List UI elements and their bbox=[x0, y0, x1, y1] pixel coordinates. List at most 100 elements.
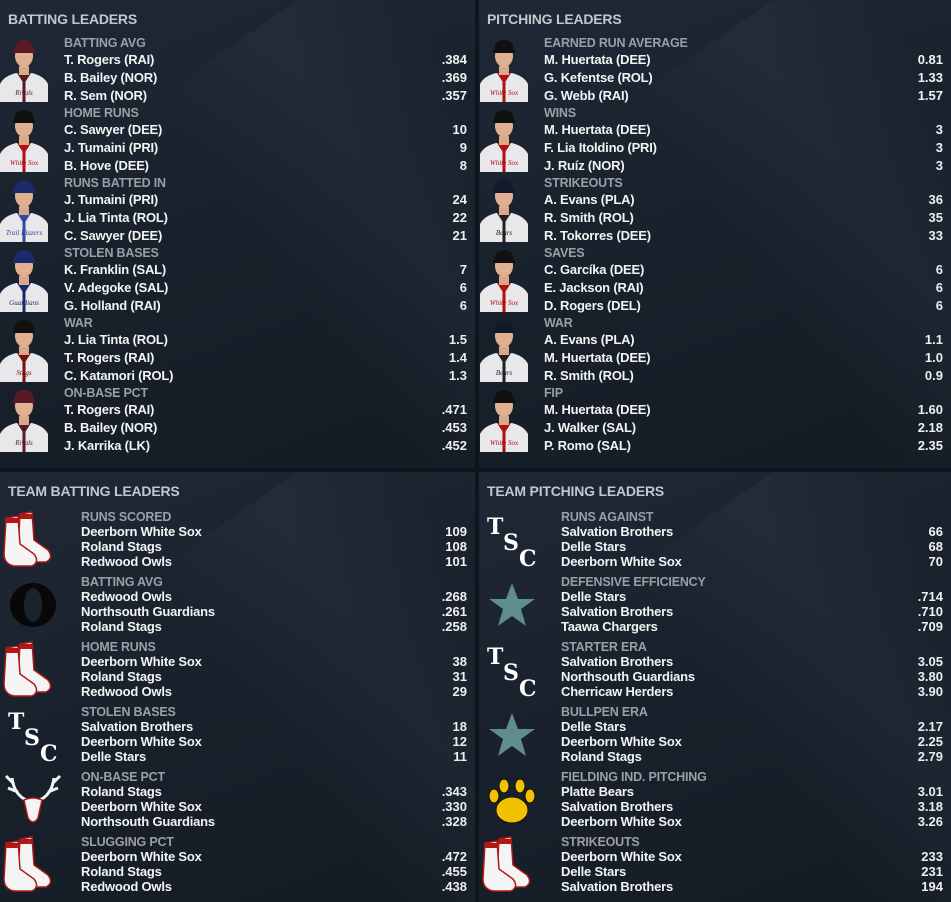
player-photo: White Sox bbox=[480, 34, 528, 107]
player-name-link[interactable]: P. Romo (SAL) bbox=[544, 438, 631, 453]
team-name-link[interactable]: Taawa Chargers bbox=[561, 619, 658, 634]
stat-value: 22 bbox=[452, 210, 467, 225]
stat-value: 35 bbox=[928, 210, 943, 225]
team-name-link[interactable]: Cherricaw Herders bbox=[561, 684, 674, 699]
player-name-link[interactable]: T. Rogers (RAI) bbox=[64, 350, 155, 365]
player-name-link[interactable]: J. Lia Tinta (ROL) bbox=[64, 210, 168, 225]
team-name-link[interactable]: Redwood Owls bbox=[81, 684, 172, 699]
player-name-link[interactable]: R. Sem (NOR) bbox=[64, 88, 147, 103]
team-name-link[interactable]: Roland Stags bbox=[81, 864, 162, 879]
team-name-link[interactable]: Redwood Owls bbox=[81, 879, 172, 894]
svg-text:T: T bbox=[487, 514, 504, 540]
player-name-link[interactable]: J. Lia Tinta (ROL) bbox=[64, 332, 168, 347]
player-name-link[interactable]: G. Webb (RAI) bbox=[544, 88, 629, 103]
team-name-link[interactable]: Deerborn White Sox bbox=[561, 734, 682, 749]
player-name-link[interactable]: J. Ruíz (NOR) bbox=[544, 158, 625, 173]
stat-value: 109 bbox=[445, 524, 467, 539]
team-name-link[interactable]: Northsouth Guardians bbox=[81, 604, 215, 619]
team-name-link[interactable]: Delle Stars bbox=[561, 539, 627, 554]
player-name-link[interactable]: R. Tokorres (DEE) bbox=[544, 228, 651, 243]
stat-value: 33 bbox=[928, 228, 943, 243]
team-name-link[interactable]: Deerborn White Sox bbox=[561, 554, 682, 569]
team-name-link[interactable]: Deerborn White Sox bbox=[81, 734, 202, 749]
player-name-link[interactable]: T. Rogers (RAI) bbox=[64, 402, 155, 417]
team-name-link[interactable]: Salvation Brothers bbox=[561, 524, 673, 539]
team-name-link[interactable]: Salvation Brothers bbox=[561, 654, 673, 669]
player-name-link[interactable]: G. Kefentse (ROL) bbox=[544, 70, 653, 85]
player-name-link[interactable]: R. Smith (ROL) bbox=[544, 368, 634, 383]
team-name-link[interactable]: Salvation Brothers bbox=[81, 719, 193, 734]
team-name-link[interactable]: Roland Stags bbox=[81, 669, 162, 684]
player-name-link[interactable]: B. Hove (DEE) bbox=[64, 158, 149, 173]
player-name-link[interactable]: B. Bailey (NOR) bbox=[64, 420, 158, 435]
player-name-link[interactable]: C. Garcíka (DEE) bbox=[544, 262, 645, 277]
player-name-link[interactable]: A. Evans (PLA) bbox=[544, 332, 635, 347]
player-photo: Stags bbox=[0, 314, 48, 387]
stat-label: HOME RUNS bbox=[81, 640, 156, 654]
team-name-link[interactable]: Roland Stags bbox=[81, 539, 162, 554]
team-name-link[interactable]: Northsouth Guardians bbox=[81, 814, 215, 829]
team-name-link[interactable]: Salvation Brothers bbox=[561, 604, 673, 619]
team-name-link[interactable]: Deerborn White Sox bbox=[81, 524, 202, 539]
team-name-link[interactable]: Delle Stars bbox=[561, 719, 627, 734]
player-name-link[interactable]: C. Sawyer (DEE) bbox=[64, 228, 163, 243]
stat-value: .471 bbox=[441, 402, 467, 417]
team-name-link[interactable]: Delle Stars bbox=[561, 864, 627, 879]
player-name-link[interactable]: T. Rogers (RAI) bbox=[64, 52, 155, 67]
star-logo-icon bbox=[479, 575, 545, 640]
stat-value: 2.17 bbox=[917, 719, 943, 734]
team-batting-leaders-panel: TEAM BATTING LEADERS RUNS SCORED Deerborn… bbox=[0, 472, 475, 902]
stat-value: .384 bbox=[441, 52, 467, 67]
stat-value: 8 bbox=[459, 158, 467, 173]
stat-label: STOLEN BASES bbox=[64, 246, 159, 260]
team-name-link[interactable]: Northsouth Guardians bbox=[561, 669, 695, 684]
player-name-link[interactable]: J. Tumaini (PRI) bbox=[64, 192, 159, 207]
player-name-link[interactable]: B. Bailey (NOR) bbox=[64, 70, 158, 85]
team-name-link[interactable]: Roland Stags bbox=[561, 749, 642, 764]
player-name-link[interactable]: M. Huertata (DEE) bbox=[544, 402, 651, 417]
team-name-link[interactable]: Deerborn White Sox bbox=[561, 814, 682, 829]
svg-text:Bears: Bears bbox=[496, 229, 513, 237]
player-name-link[interactable]: A. Evans (PLA) bbox=[544, 192, 635, 207]
stat-label: FIP bbox=[544, 386, 563, 400]
player-name-link[interactable]: J. Karrika (LK) bbox=[64, 438, 150, 453]
player-name-link[interactable]: C. Katamori (ROL) bbox=[64, 368, 174, 383]
stat-value: .438 bbox=[441, 879, 467, 894]
team-name-link[interactable]: Delle Stars bbox=[561, 589, 627, 604]
player-name-link[interactable]: M. Huertata (DEE) bbox=[544, 350, 651, 365]
player-name-link[interactable]: F. Lia Itoldino (PRI) bbox=[544, 140, 657, 155]
svg-text:T: T bbox=[8, 709, 25, 735]
team-name-link[interactable]: Delle Stars bbox=[81, 749, 147, 764]
pitching-leaders-panel: PITCHING LEADERS White Sox EARNED RUN AV… bbox=[479, 0, 951, 468]
stat-value: 1.5 bbox=[448, 332, 467, 347]
team-name-link[interactable]: Deerborn White Sox bbox=[561, 849, 682, 864]
svg-text:S: S bbox=[503, 660, 519, 686]
stat-value: 233 bbox=[921, 849, 943, 864]
svg-text:S: S bbox=[503, 530, 519, 556]
team-name-link[interactable]: Roland Stags bbox=[81, 619, 162, 634]
team-name-link[interactable]: Salvation Brothers bbox=[561, 799, 673, 814]
team-name-link[interactable]: Redwood Owls bbox=[81, 554, 172, 569]
stat-value: 12 bbox=[452, 734, 467, 749]
player-name-link[interactable]: C. Sawyer (DEE) bbox=[64, 122, 163, 137]
team-name-link[interactable]: Redwood Owls bbox=[81, 589, 172, 604]
player-name-link[interactable]: V. Adegoke (SAL) bbox=[64, 280, 169, 295]
player-name-link[interactable]: E. Jackson (RAI) bbox=[544, 280, 644, 295]
team-name-link[interactable]: Salvation Brothers bbox=[561, 879, 673, 894]
player-name-link[interactable]: R. Smith (ROL) bbox=[544, 210, 634, 225]
player-name-link[interactable]: G. Holland (RAI) bbox=[64, 298, 161, 313]
team-name-link[interactable]: Deerborn White Sox bbox=[81, 799, 202, 814]
player-name-link[interactable]: D. Rogers (DEL) bbox=[544, 298, 641, 313]
team-name-link[interactable]: Roland Stags bbox=[81, 784, 162, 799]
stat-value: .330 bbox=[441, 799, 467, 814]
panel-title: TEAM BATTING LEADERS bbox=[8, 483, 180, 499]
player-name-link[interactable]: J. Walker (SAL) bbox=[544, 420, 636, 435]
player-name-link[interactable]: K. Franklin (SAL) bbox=[64, 262, 167, 277]
player-name-link[interactable]: J. Tumaini (PRI) bbox=[64, 140, 159, 155]
team-name-link[interactable]: Platte Bears bbox=[561, 784, 634, 799]
player-name-link[interactable]: M. Huertata (DEE) bbox=[544, 52, 651, 67]
player-name-link[interactable]: M. Huertata (DEE) bbox=[544, 122, 651, 137]
team-name-link[interactable]: Deerborn White Sox bbox=[81, 654, 202, 669]
team-name-link[interactable]: Deerborn White Sox bbox=[81, 849, 202, 864]
